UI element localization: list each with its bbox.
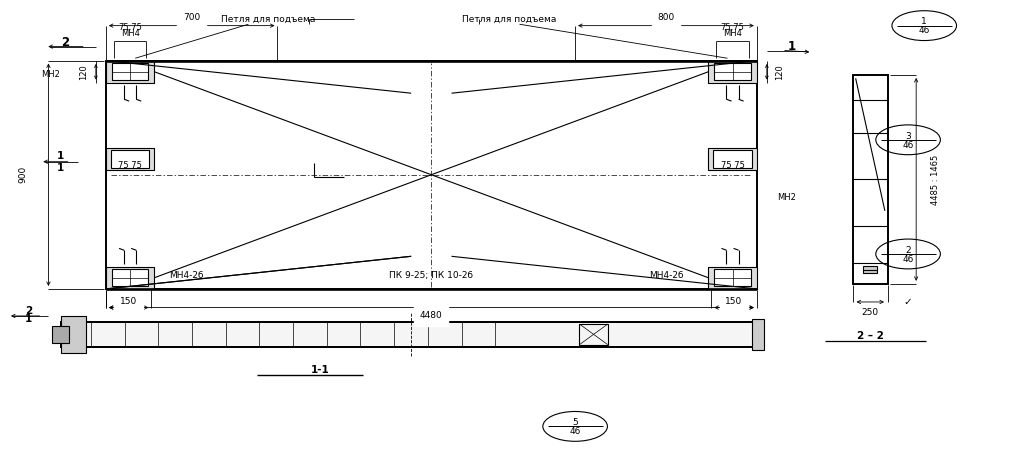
Text: 75,75: 75,75 (118, 23, 142, 32)
Text: 46: 46 (902, 255, 914, 264)
Text: Петля для подъема: Петля для подъема (221, 15, 316, 24)
Bar (708, 61, 757, 83)
Text: 1: 1 (24, 314, 32, 324)
Text: 46: 46 (918, 27, 930, 35)
Text: МН4-2б: МН4-2б (649, 271, 683, 281)
Text: 75,75: 75,75 (720, 23, 745, 32)
Text: 2 – 2: 2 – 2 (857, 330, 884, 341)
Bar (52, 326, 69, 343)
Bar (714, 269, 751, 286)
Text: МН4: МН4 (121, 29, 139, 38)
Text: Петля для подъема: Петля для подъема (462, 15, 557, 24)
Bar (714, 63, 751, 80)
Text: 3: 3 (905, 131, 911, 141)
Text: 1: 1 (57, 151, 65, 161)
Bar (752, 319, 764, 350)
Text: 4480: 4480 (420, 311, 443, 321)
Bar (863, 266, 877, 273)
Bar (579, 324, 607, 345)
Bar (61, 322, 762, 347)
Text: 1: 1 (921, 17, 927, 27)
Bar (713, 150, 752, 168)
Text: 75 75: 75 75 (118, 161, 142, 170)
Text: 5: 5 (572, 418, 578, 427)
Text: 46: 46 (569, 427, 581, 436)
Bar (61, 316, 86, 353)
Text: МН2: МН2 (41, 69, 60, 78)
Bar (106, 61, 757, 289)
Text: 46: 46 (902, 141, 914, 150)
Text: 75 75: 75 75 (720, 161, 745, 170)
Text: 2: 2 (62, 36, 70, 49)
Text: 900: 900 (19, 166, 27, 184)
Bar (112, 63, 148, 80)
Text: МН4: МН4 (723, 29, 742, 38)
Bar (106, 267, 154, 289)
Text: 4485 : 1465: 4485 : 1465 (931, 154, 940, 205)
Bar (106, 61, 154, 83)
Text: 150: 150 (725, 297, 743, 307)
Text: 1-1: 1-1 (311, 364, 330, 375)
Text: 150: 150 (120, 297, 137, 307)
Bar (708, 267, 757, 289)
Text: 1: 1 (57, 163, 65, 173)
Text: ПК 9-25; ПК 10-2б: ПК 9-25; ПК 10-2б (389, 271, 473, 281)
Bar (112, 269, 148, 286)
Bar (61, 322, 762, 347)
Text: 120: 120 (775, 64, 784, 80)
Bar (853, 75, 888, 284)
Text: 1: 1 (788, 40, 796, 53)
Text: 2: 2 (24, 306, 32, 316)
Text: МН2: МН2 (777, 193, 796, 202)
Text: МН4-2б: МН4-2б (170, 271, 204, 281)
Bar (111, 150, 149, 168)
Text: 700: 700 (183, 13, 201, 22)
Bar (708, 148, 757, 170)
Text: 120: 120 (79, 64, 88, 80)
Text: ✓: ✓ (903, 297, 912, 307)
Bar (106, 148, 154, 170)
Text: 2: 2 (905, 246, 911, 255)
Text: 800: 800 (657, 13, 675, 22)
Text: 250: 250 (862, 308, 879, 317)
